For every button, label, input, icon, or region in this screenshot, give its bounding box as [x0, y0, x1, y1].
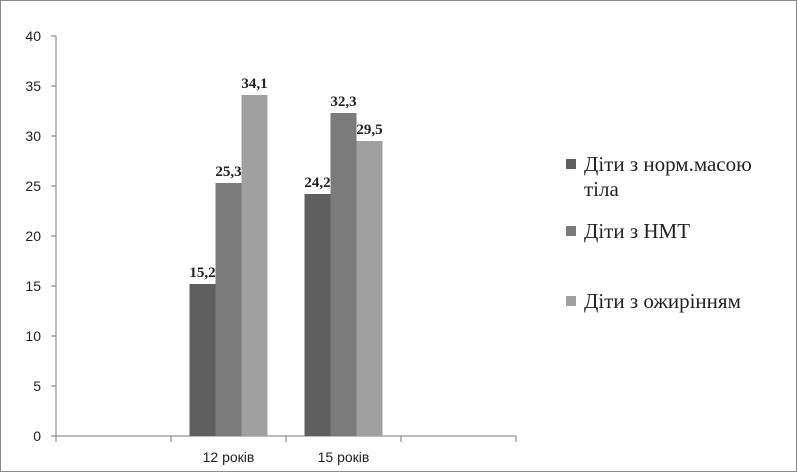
bar: [241, 95, 268, 436]
y-tick-label: 10: [25, 328, 41, 344]
y-tick-label: 15: [25, 278, 41, 294]
y-tick-label: 35: [25, 78, 41, 94]
legend-label: Діти з норм.масою: [584, 152, 752, 176]
bar: [356, 141, 383, 436]
legend-swatch: [566, 226, 576, 236]
x-tick-label: 15 років: [318, 449, 370, 465]
data-label: 32,3: [330, 94, 356, 110]
data-label: 29,5: [356, 122, 382, 138]
y-tick-label: 0: [33, 428, 41, 444]
axes: 0 5 10 15 20 25 30 35 40 12 років 15 років: [25, 28, 517, 465]
legend-swatch: [566, 159, 576, 169]
data-labels: 15,2 25,3 34,1 24,2 32,329,5: [189, 76, 382, 281]
data-label: 34,1: [241, 76, 267, 92]
y-tick-label: 20: [25, 228, 41, 244]
bar: [304, 194, 331, 436]
legend-swatch: [566, 296, 576, 306]
y-tick-label: 25: [25, 178, 41, 194]
bar: [215, 183, 242, 436]
y-tick-label: 30: [25, 128, 41, 144]
y-tick-label: 5: [33, 378, 41, 394]
data-label: 25,3: [215, 164, 241, 180]
data-label: 24,2: [304, 175, 330, 191]
bars: [189, 95, 383, 436]
legend-label: Діти з НМТ: [584, 219, 690, 243]
legend-label: Діти з ожирінням: [584, 289, 741, 313]
bar: [189, 284, 216, 436]
x-tick-label: 12 років: [203, 449, 255, 465]
bar: [330, 113, 357, 436]
data-label: 15,2: [189, 265, 215, 281]
legend-label: тіла: [584, 177, 619, 201]
y-tick-label: 40: [25, 28, 41, 44]
